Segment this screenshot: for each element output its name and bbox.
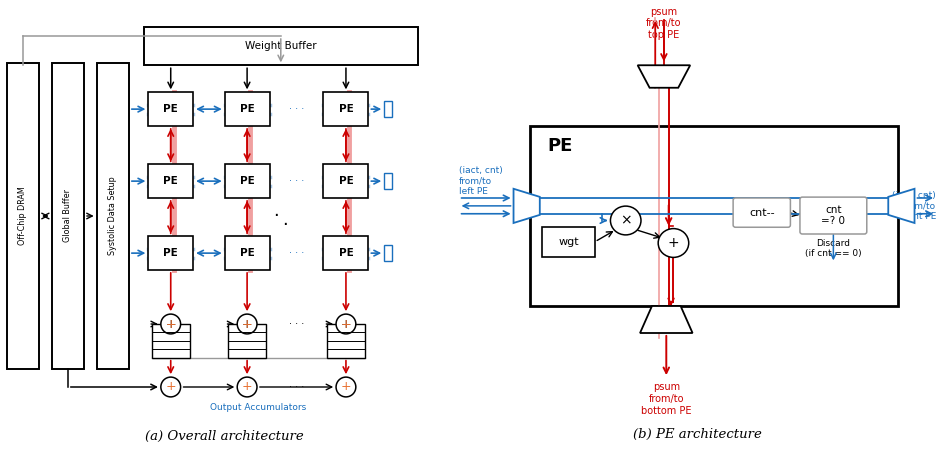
Text: Off-Chip DRAM: Off-Chip DRAM xyxy=(19,187,27,245)
Text: · · ·: · · · xyxy=(289,319,304,329)
Text: Global Buffer: Global Buffer xyxy=(64,189,72,243)
Circle shape xyxy=(336,314,356,334)
Circle shape xyxy=(161,314,181,334)
Circle shape xyxy=(237,377,257,397)
FancyBboxPatch shape xyxy=(800,197,867,234)
Text: cnt
=? 0: cnt =? 0 xyxy=(822,205,845,226)
Text: ·
·
·: · · · xyxy=(344,204,347,230)
FancyBboxPatch shape xyxy=(96,63,129,369)
Text: +: + xyxy=(241,318,253,330)
Text: PE: PE xyxy=(339,248,353,258)
Text: · · ·: · · · xyxy=(289,382,304,392)
Text: psum
from/to
bottom PE: psum from/to bottom PE xyxy=(641,382,692,416)
Text: ·
·
·: · · · xyxy=(169,204,172,230)
FancyBboxPatch shape xyxy=(324,236,369,270)
Text: (iact, cnt)
from/to
left PE: (iact, cnt) from/to left PE xyxy=(459,166,503,196)
Polygon shape xyxy=(888,189,914,223)
FancyBboxPatch shape xyxy=(228,324,266,358)
Text: Systolic Data Setup: Systolic Data Setup xyxy=(109,176,117,256)
FancyBboxPatch shape xyxy=(225,164,270,198)
FancyBboxPatch shape xyxy=(148,164,193,198)
FancyBboxPatch shape xyxy=(384,101,392,117)
FancyBboxPatch shape xyxy=(51,63,84,369)
Text: cnt--: cnt-- xyxy=(749,207,775,218)
Text: · · ·: · · · xyxy=(289,248,304,258)
Circle shape xyxy=(658,229,689,257)
FancyBboxPatch shape xyxy=(384,173,392,189)
Polygon shape xyxy=(514,189,540,223)
Text: +: + xyxy=(241,318,253,330)
Text: PE: PE xyxy=(240,176,255,186)
Text: +: + xyxy=(667,236,680,250)
Text: ×: × xyxy=(620,213,632,228)
Text: PE: PE xyxy=(164,104,178,114)
Circle shape xyxy=(161,377,181,397)
Circle shape xyxy=(336,377,356,397)
Polygon shape xyxy=(637,65,690,88)
Text: PE: PE xyxy=(164,176,178,186)
Circle shape xyxy=(237,314,257,334)
FancyBboxPatch shape xyxy=(7,63,39,369)
Text: Weight Buffer: Weight Buffer xyxy=(245,41,316,51)
Text: psum
from/to
top PE: psum from/to top PE xyxy=(646,7,681,40)
Polygon shape xyxy=(640,306,693,333)
Text: (iact, cnt)
from/to
right PE: (iact, cnt) from/to right PE xyxy=(892,191,936,221)
FancyBboxPatch shape xyxy=(144,27,417,65)
Text: +: + xyxy=(166,381,176,393)
Text: +: + xyxy=(166,318,176,330)
FancyBboxPatch shape xyxy=(733,198,790,227)
Text: ·
·
·: · · · xyxy=(245,204,249,230)
Text: · · ·: · · · xyxy=(289,104,304,114)
Text: ·: · xyxy=(283,216,288,234)
FancyBboxPatch shape xyxy=(542,227,594,256)
Text: +: + xyxy=(341,318,351,330)
FancyBboxPatch shape xyxy=(225,236,270,270)
Text: +: + xyxy=(241,381,253,393)
FancyBboxPatch shape xyxy=(148,236,193,270)
Text: wgt: wgt xyxy=(558,237,578,247)
Text: (b) PE architecture: (b) PE architecture xyxy=(633,428,762,441)
Text: +: + xyxy=(341,318,351,330)
Text: (a) Overall architecture: (a) Overall architecture xyxy=(145,430,304,443)
Circle shape xyxy=(610,206,641,235)
FancyBboxPatch shape xyxy=(324,92,369,126)
FancyBboxPatch shape xyxy=(384,245,392,261)
Text: PE: PE xyxy=(339,176,353,186)
Text: PE: PE xyxy=(240,248,255,258)
FancyBboxPatch shape xyxy=(148,92,193,126)
Text: ·: · xyxy=(273,207,279,225)
FancyBboxPatch shape xyxy=(152,324,190,358)
FancyBboxPatch shape xyxy=(225,92,270,126)
Text: +: + xyxy=(166,318,176,330)
Text: PE: PE xyxy=(339,104,353,114)
Text: Discard
(if cnt == 0): Discard (if cnt == 0) xyxy=(805,238,862,258)
FancyBboxPatch shape xyxy=(324,164,369,198)
Text: PE: PE xyxy=(240,104,255,114)
Text: +: + xyxy=(341,381,351,393)
FancyBboxPatch shape xyxy=(327,324,365,358)
Text: PE: PE xyxy=(164,248,178,258)
Text: · · ·: · · · xyxy=(289,176,304,186)
Text: Output Accumulators: Output Accumulators xyxy=(211,403,306,412)
Text: PE: PE xyxy=(547,137,572,155)
FancyBboxPatch shape xyxy=(531,126,898,306)
